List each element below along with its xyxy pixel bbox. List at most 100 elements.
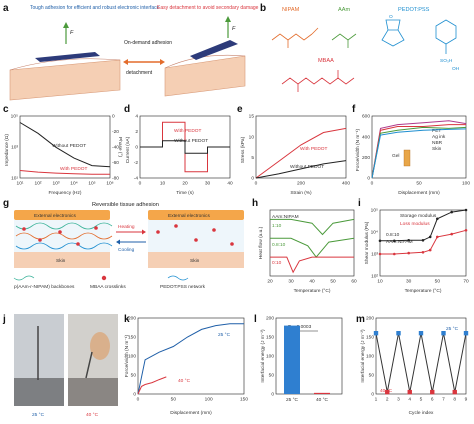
d-ticks-ytick-0: -4 — [134, 176, 139, 182]
i-series-point-0-1 — [393, 239, 396, 243]
e-ticks: 0 200 400 0 5 10 15 — [249, 114, 351, 187]
d-ylabel: Current (nA) — [125, 136, 131, 163]
c-ticks-y2tick-2: -40 — [112, 145, 119, 151]
m-ticks-xtick-8: 9 — [465, 397, 468, 403]
m-point-6 — [441, 331, 446, 336]
d-ticks-ytick-2: 0 — [135, 145, 138, 151]
c-ticks-xtick-4: 10⁵ — [88, 181, 95, 187]
i-series — [378, 208, 468, 256]
force-label-right: F — [232, 26, 236, 32]
g-network-left — [14, 220, 110, 252]
m-ticks-xtick-4: 5 — [420, 397, 423, 403]
g-crosslinks — [22, 224, 234, 246]
i-series-point-1-7 — [464, 229, 468, 232]
e-ticks-xtick-2: 400 — [342, 181, 350, 187]
h-ticks: 20 30 40 50 60 — [267, 279, 357, 285]
j-photo-right-bench — [68, 378, 118, 406]
h-series-line-1 — [270, 237, 355, 258]
h-xlabel: Temperature (°C) — [294, 288, 331, 294]
f-ticks-xtick-2: 100 — [462, 181, 470, 187]
l-ticks: 0 50 100 150 200 — [266, 316, 274, 398]
g-crosslink-2 — [58, 230, 62, 234]
j-t1: 25 °C — [32, 412, 45, 418]
h-series-line-2 — [270, 256, 354, 274]
e-ticks-ytick-0: 0 — [251, 176, 254, 182]
a-arrow-top-label: On-demand adhesion — [124, 40, 172, 46]
panel-a: a Tough adhesion for efficient and robus… — [3, 3, 259, 101]
c-series — [19, 122, 111, 175]
g-crosslink-7 — [194, 238, 198, 242]
nipam-label: NIPAM — [282, 7, 300, 13]
m-series-line-0 — [375, 333, 467, 393]
c-ticks-xtick-1: 10² — [35, 181, 42, 187]
l-bar-0 — [284, 325, 300, 394]
panel-b: b NIPAM AAm PEDOT:PSS SO₃H O OH MBAA — [260, 3, 460, 92]
pedot-label: PEDOT:PSS — [398, 7, 430, 13]
g-skin-right — [148, 252, 244, 268]
f-series-line-3 — [371, 128, 467, 179]
pedot-ring — [381, 29, 405, 47]
e-ticks-xtick-1: 200 — [297, 181, 305, 187]
j-t2: 40 °C — [86, 412, 99, 418]
d-ticks-xtick-0: 0 — [139, 181, 142, 187]
m-ticks-xtick-7: 8 — [453, 397, 456, 403]
pss-oh: OH — [452, 66, 460, 72]
g-ext-left-bar — [14, 210, 110, 220]
panel-label-d: d — [124, 104, 130, 115]
c-ticks-y2tick-3: -60 — [112, 160, 119, 166]
k-ticks-ytick-2: 100 — [128, 354, 136, 360]
f-legend-1: Ag ink — [432, 134, 446, 140]
h-ticks-xtick-2: 40 — [309, 279, 315, 285]
m-series — [373, 331, 469, 395]
c-xlabel: Frequency (Hz) — [48, 190, 81, 196]
force-arrowhead-right — [225, 16, 231, 22]
g-chain-left-2 — [15, 232, 113, 240]
g-crosslink-3 — [76, 242, 80, 246]
d-legend-with: With PEDOT — [174, 128, 202, 134]
e-ticks-ytick-1: 5 — [251, 155, 254, 161]
c-ticks-xtick-2: 10³ — [53, 181, 60, 187]
g-heating-arrowhead — [142, 229, 146, 235]
g-title: Reversible tissue adhesion — [92, 202, 159, 208]
d-ticks-xtick-4: 40 — [227, 181, 233, 187]
g-crosslink-0 — [22, 227, 26, 231]
m-ylabel: Interfacial energy (J m⁻²) — [360, 329, 366, 383]
m-xlabel: Cycle index — [409, 410, 434, 416]
skin-block-left — [9, 59, 121, 101]
g-legend-3: PEDOT:PSS network — [160, 284, 206, 290]
d-legend-without: Without PEDOT — [174, 138, 208, 144]
d-ticks-ytick-3: 2 — [135, 129, 138, 135]
i-ylabel: Shear modulus (Pa) — [364, 221, 370, 264]
panel-label-e: e — [237, 104, 243, 115]
d-ticks-ytick-4: 4 — [135, 114, 138, 120]
h-ticks-xtick-1: 30 — [288, 279, 294, 285]
c-legend-with: With PEDOT — [60, 166, 88, 172]
panel-label-c: c — [3, 104, 9, 115]
panel-label-f: f — [352, 104, 356, 115]
f-legend-0: PET — [432, 128, 441, 134]
aam-structure — [331, 33, 357, 41]
d-ticks-ytick-1: -2 — [134, 160, 139, 166]
k-ticks-ytick-4: 200 — [128, 316, 136, 322]
g-heating: Heating — [118, 224, 135, 230]
nipam-branch — [311, 27, 319, 35]
g-skin-right-label: Skin — [190, 258, 200, 264]
m-ticks-ytick-1: 50 — [369, 373, 375, 379]
c-ticks-y2tick-0: 0 — [112, 114, 115, 120]
e-ylabel: Stress (kPa) — [240, 136, 246, 163]
m-t1: 25 °C — [446, 326, 459, 332]
f-ylabel: Force/width (N m⁻¹) — [355, 128, 361, 171]
k-plot-frame — [137, 317, 245, 395]
chart-c: Impedance (Ω) Phase (°) Frequency (Hz) W… — [4, 114, 123, 196]
m-ticks-ytick-4: 200 — [366, 316, 374, 322]
i-ticks-xtick-2: 50 — [435, 279, 441, 285]
k-ticks-ytick-0: 0 — [133, 392, 136, 398]
skin-surface-left — [9, 58, 121, 71]
g-chain-left-1 — [15, 222, 113, 230]
panel-label-b: b — [260, 3, 266, 14]
h-r1: 1:10 — [272, 223, 282, 229]
k-legend-25: 25 °C — [218, 332, 231, 338]
g-skin-left — [14, 252, 110, 268]
